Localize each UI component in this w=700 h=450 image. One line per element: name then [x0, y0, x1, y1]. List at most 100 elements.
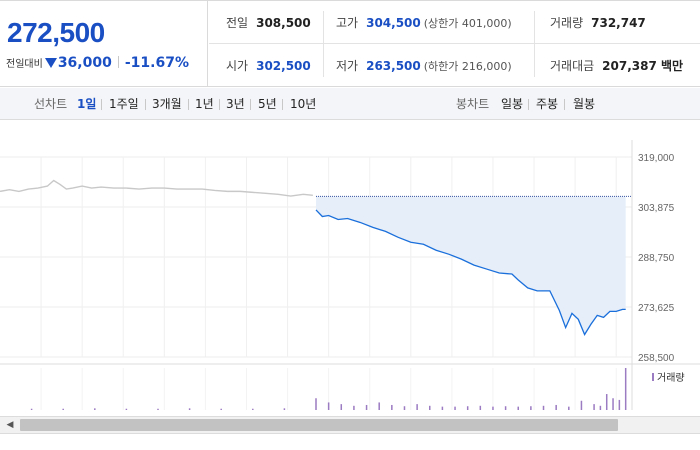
volume-bar	[340, 404, 343, 410]
volume-bar	[403, 406, 406, 410]
divider	[188, 99, 189, 110]
quote-panel: 272,500 전일대비 36,000 -11.67% 전일 308,500 고가 30…	[0, 0, 700, 87]
period-10y-button[interactable]: 10년	[290, 97, 317, 111]
divider	[282, 99, 283, 110]
volume-bar	[492, 406, 494, 410]
period-3y-button[interactable]: 3년	[226, 97, 245, 111]
divider	[117, 56, 119, 68]
y-tick-label: 319,000	[638, 153, 675, 164]
quote-stats: 전일 308,500 고가 304,500 (상한가 401,000) 거래량 732,…	[209, 1, 700, 87]
price-line	[315, 209, 626, 336]
y-tick-label: 288,750	[638, 253, 675, 264]
chart-scrollbar[interactable]: ◀	[0, 416, 700, 434]
volume-bar	[283, 408, 286, 410]
scroll-left-arrow-icon[interactable]: ◀	[6, 420, 14, 430]
open-label: 시가	[226, 59, 249, 73]
current-price: 272,500	[7, 17, 105, 48]
volume-bar	[416, 404, 418, 410]
y-tick-label: 258,500	[638, 353, 675, 364]
price-chart: 319,000 303,875 288,750 273,625 258,500 거래량	[0, 140, 700, 410]
volume-bar	[441, 406, 444, 410]
low-value: 263,500	[366, 58, 421, 73]
volume-bar	[62, 408, 64, 410]
y-tick-label: 303,875	[638, 203, 675, 214]
scroll-thumb[interactable]	[20, 419, 618, 431]
y-tick-label: 273,625	[638, 303, 675, 314]
volume-bar	[315, 398, 317, 410]
divider	[219, 99, 220, 110]
volume-bar	[504, 406, 507, 410]
divider	[250, 99, 251, 110]
change-amount: 36,000	[57, 55, 112, 71]
volume-bar	[605, 394, 608, 410]
divider	[101, 99, 102, 110]
volume-bar	[30, 408, 33, 410]
candle-chart-label: 봉차트	[456, 97, 490, 111]
volume-bar	[353, 405, 355, 410]
line-chart-label: 선차트	[34, 97, 68, 111]
high: 고가 304,500 (상한가 401,000)	[336, 1, 512, 44]
volume-bar	[252, 408, 254, 410]
volume-bar	[542, 405, 545, 410]
area-fill	[316, 196, 626, 335]
volume-bar	[530, 406, 532, 410]
chart-area-fill	[316, 195, 632, 335]
volume-chart: 거래량	[30, 368, 685, 410]
volume-bar	[612, 398, 614, 410]
volume-bar	[429, 405, 431, 410]
period-1y-button[interactable]: 1년	[195, 97, 214, 111]
open-value: 302,500	[256, 58, 311, 73]
volume-legend-label: 거래량	[657, 372, 685, 384]
volume-bar	[391, 404, 393, 410]
amount-value: 207,387 백만	[602, 59, 684, 73]
price-summary: 272,500 전일대비 36,000 -11.67%	[0, 1, 208, 87]
volume-bar	[618, 399, 621, 410]
change-label: 전일대비	[6, 59, 43, 70]
high-label: 고가	[336, 16, 359, 30]
down-triangle-icon	[44, 58, 57, 68]
period-1w-button[interactable]: 1주일	[109, 97, 139, 111]
chart-lines	[0, 179, 626, 336]
divider	[145, 99, 146, 110]
divider	[534, 11, 535, 77]
divider	[323, 11, 324, 77]
chart-grid	[0, 140, 700, 410]
volume-bar	[220, 408, 222, 410]
volume-bar	[624, 368, 627, 410]
candle-daily-button[interactable]: 일봉	[501, 97, 524, 111]
divider	[528, 99, 529, 110]
trade-amount: 거래대금 207,387 백만	[550, 44, 683, 87]
volume-bar	[599, 405, 602, 410]
high-limit: (상한가 401,000)	[423, 16, 512, 30]
open: 시가 302,500	[226, 44, 311, 87]
volume-bar	[593, 404, 595, 410]
amount-label: 거래대금	[550, 59, 595, 73]
volume-bar	[555, 404, 557, 410]
volume-bar	[188, 408, 191, 410]
volume-bar	[580, 400, 583, 410]
divider	[209, 43, 700, 44]
prev-close-value: 308,500	[256, 15, 311, 30]
high-value: 304,500	[366, 15, 421, 30]
volume-bar	[568, 406, 570, 410]
volume-bar	[479, 405, 482, 410]
period-1d-button[interactable]: 1일	[77, 97, 97, 111]
volume-label: 거래량	[550, 16, 584, 30]
volume-bar	[94, 408, 96, 410]
volume-bar	[327, 402, 330, 410]
period-toolbar: 선차트 1일 1주일 3개월 1년 3년 5년 10년 봉차트 일봉 주봉 월봉	[0, 88, 700, 120]
y-axis: 319,000 303,875 288,750 273,625 258,500	[638, 153, 675, 364]
volume-legend-swatch	[652, 373, 654, 381]
period-5y-button[interactable]: 5년	[258, 97, 277, 111]
volume: 거래량 732,747	[550, 1, 646, 44]
change-row: 전일대비 36,000 -11.67%	[6, 55, 189, 71]
candle-monthly-button[interactable]: 월봉	[573, 97, 596, 111]
volume-bar	[466, 406, 469, 410]
volume-bar	[378, 402, 380, 410]
change-rate: -11.67%	[124, 55, 189, 71]
period-3m-button[interactable]: 3개월	[152, 97, 182, 111]
candle-weekly-button[interactable]: 주봉	[536, 97, 559, 111]
low-limit: (하한가 216,000)	[423, 59, 512, 73]
volume-bar	[454, 406, 456, 410]
prev-day-line	[0, 179, 313, 197]
